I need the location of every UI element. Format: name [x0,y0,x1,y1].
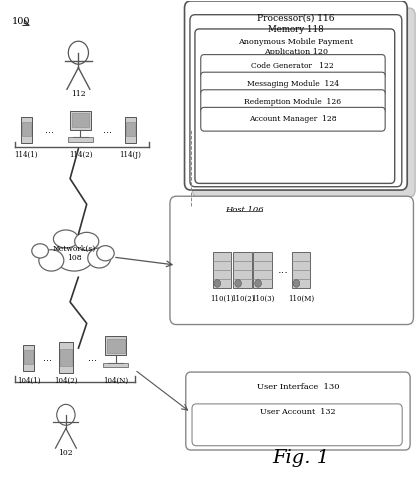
Ellipse shape [54,240,94,271]
Text: ...: ... [277,265,288,275]
Text: ...: ... [43,353,52,363]
FancyBboxPatch shape [124,117,136,143]
Text: Host 106: Host 106 [225,206,264,214]
Text: 112: 112 [71,90,86,98]
Circle shape [255,280,261,287]
FancyBboxPatch shape [184,1,407,190]
FancyBboxPatch shape [106,337,126,356]
Ellipse shape [88,248,111,268]
Circle shape [293,280,300,287]
FancyBboxPatch shape [60,348,72,366]
FancyBboxPatch shape [72,113,89,127]
Ellipse shape [32,244,49,258]
FancyBboxPatch shape [292,252,310,288]
FancyBboxPatch shape [201,108,385,131]
Text: 102: 102 [59,449,73,457]
Text: ...: ... [103,125,112,135]
Text: 114(1): 114(1) [15,151,38,159]
FancyBboxPatch shape [201,72,385,96]
FancyBboxPatch shape [192,8,415,197]
FancyBboxPatch shape [190,15,402,187]
Text: User Account  132: User Account 132 [260,409,336,416]
Ellipse shape [75,232,99,250]
FancyBboxPatch shape [21,117,32,143]
Ellipse shape [97,246,114,261]
Text: Memory 118: Memory 118 [268,25,323,34]
FancyBboxPatch shape [195,29,395,184]
FancyBboxPatch shape [107,339,124,353]
Text: ...: ... [45,125,54,135]
Text: 104(1): 104(1) [17,377,40,385]
FancyBboxPatch shape [201,90,385,114]
Text: Code Generator   122: Code Generator 122 [251,63,334,70]
FancyBboxPatch shape [170,196,414,325]
Ellipse shape [39,250,64,271]
Text: 100: 100 [12,17,30,26]
Text: ...: ... [88,353,97,363]
FancyBboxPatch shape [70,111,91,130]
FancyBboxPatch shape [233,252,252,288]
Text: 110(M): 110(M) [288,294,314,303]
FancyBboxPatch shape [201,54,385,78]
FancyBboxPatch shape [212,252,231,288]
Text: 104(2): 104(2) [54,377,78,385]
Text: 114(2): 114(2) [69,151,92,159]
FancyBboxPatch shape [192,404,402,445]
Text: Fig. 1: Fig. 1 [272,448,330,467]
Text: 110(1): 110(1) [210,294,234,303]
FancyBboxPatch shape [186,372,410,450]
Text: 110(2): 110(2) [231,294,255,303]
Circle shape [68,41,88,64]
Text: User Interface  130: User Interface 130 [257,383,339,391]
FancyBboxPatch shape [22,122,31,136]
Circle shape [57,404,75,425]
Text: 104(N): 104(N) [103,377,128,385]
FancyBboxPatch shape [59,342,73,373]
Text: Messaging Module  124: Messaging Module 124 [247,80,339,88]
Text: 114(J): 114(J) [119,151,141,159]
FancyBboxPatch shape [68,137,93,141]
Text: 110(3): 110(3) [251,294,274,303]
Circle shape [214,280,221,287]
FancyBboxPatch shape [103,362,128,367]
Circle shape [235,280,241,287]
FancyBboxPatch shape [126,122,135,136]
Text: Network(s)
108: Network(s) 108 [53,244,96,262]
Text: Account Manager  128: Account Manager 128 [249,115,336,123]
Text: Processor(s) 116: Processor(s) 116 [257,13,334,22]
FancyBboxPatch shape [24,350,33,364]
Text: Redemption Module  126: Redemption Module 126 [244,98,341,106]
FancyBboxPatch shape [23,345,34,371]
Text: Anonymous Mobile Payment
Application 120: Anonymous Mobile Payment Application 120 [238,38,353,56]
FancyBboxPatch shape [253,252,272,288]
Ellipse shape [53,230,78,248]
